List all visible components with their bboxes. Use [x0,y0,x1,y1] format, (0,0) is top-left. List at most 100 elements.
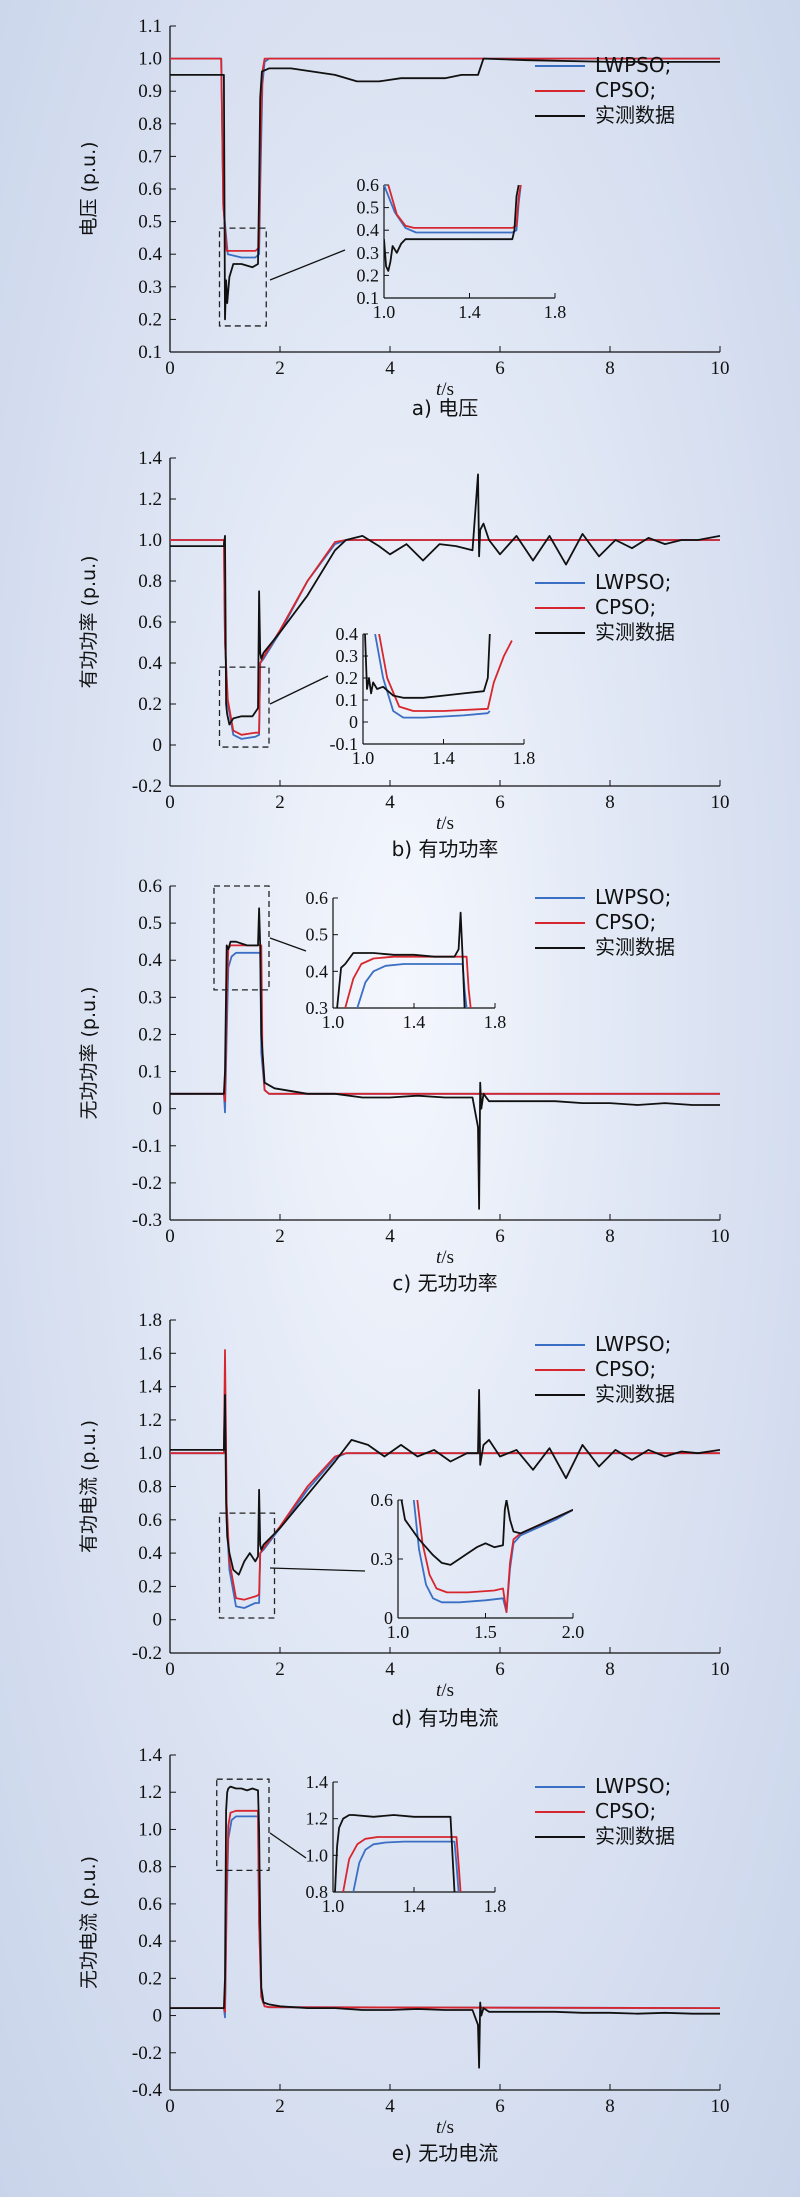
y-tick-label: 1.2 [138,489,162,510]
y-tick-label: 0.9 [138,81,162,102]
y-tick-label: 0.5 [138,212,162,233]
x-tick-label: 10 [711,2096,730,2117]
y-axis-title: 无功功率 (p.u.) [78,986,100,1119]
inset-y-tick-label: 0.3 [357,243,380,263]
x-tick-label: 4 [385,792,395,813]
inset-y-tick-label: 0.2 [357,265,380,285]
legend-label-measured: 实测数据 [595,1382,675,1406]
inset-x-tick-label: 1.5 [474,1622,497,1642]
inset-y-tick-label: 0.6 [371,1490,394,1510]
x-tick-label: 0 [165,358,175,379]
y-tick-label: -0.3 [132,1210,162,1231]
inset-chart-3: 0.3 0.4 0.5 0.6 1.0 1.4 1.8 [306,888,507,1032]
y-tick-label: 0.6 [138,1894,162,1915]
inset-y-tick-label: 1.2 [306,1809,329,1829]
x-tick-label: 6 [495,2096,505,2117]
x-axis-title: t/s [436,1247,454,1268]
x-tick-label: 8 [605,1226,615,1247]
panel-caption: c) 无功功率 [392,1271,497,1295]
legend: LWPSO;CPSO;实测数据 [535,570,675,644]
inset-y-tick-label: 0.5 [357,198,380,218]
panel-caption: b) 有功功率 [392,837,499,861]
x-axis-title: t/s [436,2117,454,2138]
y-axis-title: 有功电流 (p.u.) [78,1420,100,1553]
y-tick-label: -0.2 [132,776,162,797]
inset-x-tick-label: 1.0 [322,1012,345,1032]
series-line-measured [170,473,721,726]
x-axis-title: t/s [436,813,454,834]
x-tick-label: 8 [605,1659,615,1680]
legend-label-cpso: CPSO; [595,1357,656,1381]
y-tick-label: 0.4 [138,653,162,674]
x-tick-label: 6 [495,1659,505,1680]
x-tick-label: 10 [711,1659,730,1680]
y-tick-label: 1.0 [138,530,162,551]
y-tick-label: 0.2 [138,309,162,330]
y-tick-label: 0.7 [138,146,162,167]
y-tick-label: 0.2 [138,1968,162,1989]
zoom-box [216,1778,270,1872]
legend-label-cpso: CPSO; [595,78,656,102]
inset-series-line-measured [400,1500,573,1566]
inset-y-tick-label: 1.4 [306,1772,329,1792]
x-axis-title: t/s [436,379,454,400]
zoom-box [218,227,267,327]
inset-series-line-cpso [378,634,513,712]
y-tick-label: 1.6 [138,1343,162,1364]
x-tick-label: 10 [711,792,730,813]
zoom-box [218,666,270,748]
inset-x-tick-label: 1.8 [513,748,536,768]
inset-x-tick-label: 1.8 [484,1012,507,1032]
y-tick-label: 1.4 [138,1377,162,1398]
inset-series-line-cpso [416,1500,573,1613]
y-tick-label: 0.4 [138,244,162,265]
y-tick-label: 0.2 [138,1024,162,1045]
x-tick-label: 2 [275,1659,285,1680]
inset-x-tick-label: 1.4 [403,1896,426,1916]
inset-y-tick-label: 0 [349,712,358,732]
panel-caption: a) 电压 [412,396,478,420]
chart-panel-4: -0.200.20.40.60.81.01.21.41.61.80 2 4 6 8 10t… [78,1310,730,1730]
x-tick-label: 2 [275,358,285,379]
x-tick-label: 2 [275,1226,285,1247]
x-tick-label: 4 [385,1226,395,1247]
x-axis-title: t/s [436,1680,454,1701]
series-line-measured [170,907,720,1210]
chart-panel-1: 0.10.20.30.40.50.60.70.80.91.01.10 2 4 6 8 10… [78,16,730,420]
y-tick-label: -0.2 [132,1173,162,1194]
x-tick-label: 6 [495,1226,505,1247]
y-axis-title: 无功电流 (p.u.) [78,1856,100,1989]
legend-label-cpso: CPSO; [595,910,656,934]
x-tick-label: 6 [495,792,505,813]
inset-x-tick-label: 1.8 [484,1896,507,1916]
series-line-lwpso [170,951,720,1114]
x-tick-label: 4 [385,1659,395,1680]
inset-chart-2: -0.100.10.20.30.4 1.0 1.4 1.8 [330,624,536,768]
x-tick-label: 8 [605,358,615,379]
x-tick-label: 0 [165,2096,175,2117]
legend-label-cpso: CPSO; [595,1799,656,1823]
series-line-measured [170,57,720,321]
y-tick-label: 0.3 [138,277,162,298]
x-tick-label: 0 [165,792,175,813]
legend-label-lwpso: LWPSO; [595,1332,671,1356]
x-tick-label: 0 [165,1226,175,1247]
legend-label-measured: 实测数据 [595,935,675,959]
inset-y-tick-label: 0.4 [336,624,359,644]
y-tick-label: 1.0 [138,49,162,70]
chart-panel-5: -0.4-0.200.20.40.60.81.01.21.40 2 4 6 8 10t/s… [78,1745,730,2165]
inset-y-tick-label: 0.6 [306,888,329,908]
inset-series-line-cpso [387,185,522,229]
x-tick-label: 0 [165,1659,175,1680]
y-tick-label: 0.5 [138,913,162,934]
y-tick-label: 1.4 [138,448,162,469]
inset-x-tick-label: 1.0 [387,1622,410,1642]
zoom-connector [269,675,329,705]
zoom-box [213,885,270,991]
y-tick-label: 0.8 [138,1477,162,1498]
inset-x-tick-label: 1.8 [544,302,567,322]
inset-chart-4: 0 0.3 0.6 1.0 1.5 2.0 [371,1490,585,1642]
y-tick-label: 0 [153,2006,163,2027]
legend: LWPSO;CPSO;实测数据 [535,53,675,127]
